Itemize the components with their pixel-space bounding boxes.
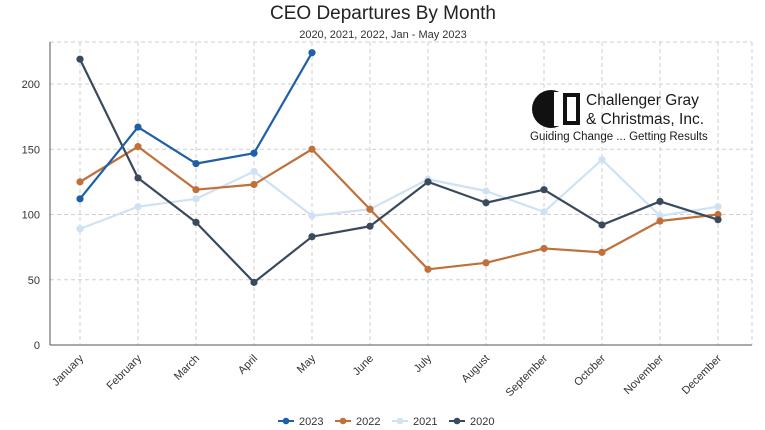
data-point-2021 xyxy=(250,167,258,176)
legend-label: 2020 xyxy=(470,416,494,428)
company-logo: Challenger Gray & Christmas, Inc. Guidin… xyxy=(530,90,708,143)
x-tick-label: July xyxy=(412,352,435,375)
data-point-2022 xyxy=(424,265,432,273)
legend-marker xyxy=(453,417,461,425)
data-point-2023 xyxy=(250,149,258,157)
data-point-2023 xyxy=(134,123,142,131)
data-point-2022 xyxy=(714,210,722,219)
data-point-2021 xyxy=(76,225,84,233)
x-tick-label: May xyxy=(295,352,319,376)
data-point-2023 xyxy=(76,195,84,203)
data-point-2021 xyxy=(134,203,142,211)
x-tick-label: September xyxy=(504,352,551,399)
data-point-2022 xyxy=(308,145,316,153)
y-tick-label: 50 xyxy=(28,275,40,287)
data-point-2021 xyxy=(714,203,722,211)
series-lines xyxy=(76,49,722,286)
data-point-2020 xyxy=(192,218,200,226)
series-line-2021 xyxy=(79,158,719,230)
data-point-2021 xyxy=(656,212,664,220)
chart-title: CEO Departures By Month xyxy=(270,3,496,24)
x-tick-labels: January February March April May June July Augu… xyxy=(50,352,724,399)
legend-item-2021: 2021 xyxy=(392,416,437,428)
legend-item-2020: 2020 xyxy=(449,416,494,428)
legend-marker xyxy=(339,417,347,425)
legend-label: 2023 xyxy=(299,416,323,428)
x-tick-label: October xyxy=(572,352,608,388)
data-point-2020 xyxy=(250,278,258,286)
data-point-2022 xyxy=(540,244,548,253)
data-point-2020 xyxy=(598,221,606,229)
data-point-2021 xyxy=(308,212,316,220)
data-point-2022 xyxy=(366,205,374,213)
data-point-2022 xyxy=(76,178,84,186)
series-line-2020 xyxy=(79,58,719,284)
data-point-2021 xyxy=(540,208,548,216)
x-tick-label: February xyxy=(105,352,145,392)
data-point-2020 xyxy=(76,55,84,63)
x-tick-label: January xyxy=(50,352,87,389)
logo-tagline: Guiding Change ... Getting Results xyxy=(530,131,708,143)
y-tick-label: 100 xyxy=(22,210,40,222)
y-tick-labels: 0 50 100 150 200 xyxy=(22,79,40,352)
logo-line-1: Challenger Gray xyxy=(586,92,699,109)
data-point-2022 xyxy=(656,217,664,225)
data-point-2022 xyxy=(482,259,490,267)
logo-line-2: & Christmas, Inc. xyxy=(586,111,704,128)
axes xyxy=(49,42,752,346)
y-tick-label: 0 xyxy=(34,340,40,352)
x-tick-label: November xyxy=(622,352,667,397)
data-point-2023 xyxy=(308,49,316,57)
legend: 2023 2022 2021 2020 xyxy=(278,416,494,428)
y-tick-label: 150 xyxy=(22,144,40,156)
data-point-2020 xyxy=(714,216,722,224)
logo-mark xyxy=(532,90,580,128)
legend-label: 2021 xyxy=(413,416,437,428)
data-point-2022 xyxy=(598,248,606,256)
x-tick-label: December xyxy=(680,352,725,397)
data-point-2020 xyxy=(366,222,374,230)
legend-item-2022: 2022 xyxy=(335,416,380,428)
data-point-2021 xyxy=(192,195,200,203)
x-tick-label: June xyxy=(351,353,376,378)
data-point-2020 xyxy=(656,197,664,206)
data-point-2020 xyxy=(482,199,490,207)
legend-item-2023: 2023 xyxy=(278,416,323,428)
series-2023 xyxy=(76,49,316,203)
y-tick-label: 200 xyxy=(22,79,40,91)
legend-marker xyxy=(396,417,404,425)
x-tick-label: April xyxy=(236,353,260,377)
series-2021 xyxy=(76,156,722,233)
series-line-2022 xyxy=(79,145,719,271)
data-point-2020 xyxy=(308,233,316,241)
data-point-2021 xyxy=(598,156,606,164)
legend-marker xyxy=(282,417,290,425)
legend-label: 2022 xyxy=(356,416,380,428)
series-2020 xyxy=(76,55,722,286)
x-tick-label: March xyxy=(172,353,202,383)
data-point-2022 xyxy=(134,143,142,151)
grid xyxy=(50,41,753,345)
data-point-2020 xyxy=(424,178,432,186)
chart-subtitle: 2020, 2021, 2022, Jan - May 2023 xyxy=(299,29,467,41)
x-tick-label: August xyxy=(459,353,492,386)
data-point-2023 xyxy=(192,160,200,168)
data-point-2022 xyxy=(250,180,258,189)
data-point-2020 xyxy=(134,174,142,182)
data-point-2022 xyxy=(192,186,200,194)
data-point-2020 xyxy=(540,186,548,194)
data-point-2021 xyxy=(482,187,490,195)
series-2022 xyxy=(76,143,722,273)
